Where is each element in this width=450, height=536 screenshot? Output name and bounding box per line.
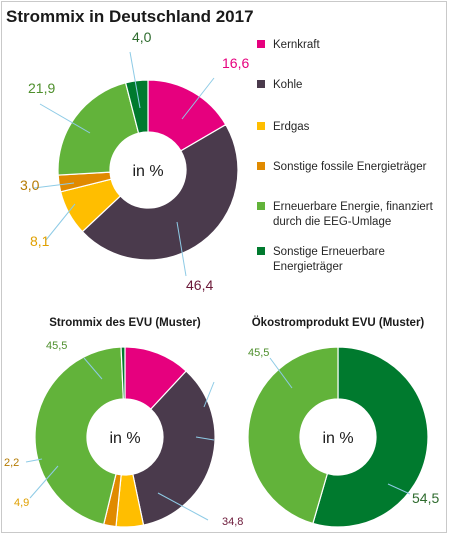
- donut-chart-1: 16,6 46,4 8,1 3,0 21,9 4,0 in %: [20, 29, 249, 293]
- data-label: 45,5: [46, 340, 67, 352]
- leader-line: [195, 436, 215, 441]
- donut-chart-3: 54,5 45,5 in %: [247, 346, 439, 528]
- leader-line: [45, 203, 76, 241]
- leader-line: [29, 465, 59, 499]
- legend-swatch: [257, 122, 265, 130]
- data-label: 2,2: [4, 457, 19, 469]
- donut-chart-2: 34,8 4,9 2,2 45,5 in %: [4, 340, 243, 528]
- leader-line: [33, 182, 75, 189]
- legend-label: Sonstige fossile Energieträger: [273, 161, 427, 173]
- slice-erneuerbare-energie-finanziert-durch-die-eeg-umlage: [247, 346, 339, 525]
- data-label: 16,6: [222, 55, 249, 71]
- data-label: 46,4: [186, 277, 213, 293]
- center-label: in %: [132, 163, 163, 180]
- leader-line: [39, 103, 91, 134]
- legend-swatch: [257, 40, 265, 48]
- leader-line: [181, 77, 215, 120]
- slice-kohle: [132, 370, 216, 526]
- slice-sonstige-erneuerbare-energieträger: [312, 346, 429, 528]
- data-label: 8,1: [30, 233, 50, 249]
- chart-title: Strommix in Deutschland 2017: [6, 7, 254, 26]
- legend-label: Erdgas: [273, 121, 310, 133]
- slice-kohle: [81, 123, 239, 261]
- legend-label: Kohle: [273, 79, 302, 91]
- center-label: in %: [109, 430, 140, 447]
- legend-swatch: [257, 80, 265, 88]
- legend: Kernkraft Kohle Erdgas Sonstige fossile Ene…: [257, 39, 434, 273]
- data-label: 54,5: [412, 490, 439, 506]
- data-label: 4,0: [132, 29, 152, 45]
- slice-erneuerbare-energie-finanziert-durch-die-eeg-umlage: [34, 346, 124, 526]
- data-label: 3,0: [20, 177, 40, 193]
- legend-label: durch die EEG-Umlage: [273, 216, 391, 228]
- leader-line: [157, 492, 209, 521]
- leader-line: [83, 357, 103, 380]
- legend-label: Energieträger: [273, 261, 343, 273]
- leader-line: [387, 483, 411, 495]
- legend-swatch: [257, 202, 265, 210]
- leader-line: [269, 357, 293, 389]
- legend-swatch: [257, 162, 265, 170]
- data-label: 45,5: [248, 347, 269, 359]
- data-label: 21,9: [28, 80, 55, 96]
- legend-swatch: [257, 247, 265, 255]
- center-label: in %: [322, 430, 353, 447]
- legend-label: Kernkraft: [273, 39, 320, 51]
- legend-label: Erneuerbare Energie, finanziert: [273, 201, 434, 213]
- legend-label: Sonstige Erneuerbare: [273, 246, 385, 258]
- leader-line: [203, 381, 215, 408]
- leader-line: [25, 458, 43, 463]
- oekostrom-chart-title: Ökostromprodukt EVU (Muster): [252, 316, 425, 329]
- slice-sonstige-erneuerbare-energieträger: [120, 346, 126, 400]
- leader-line: [129, 51, 141, 109]
- data-label: 4,9: [14, 497, 29, 509]
- evu-chart-title: Strommix des EVU (Muster): [49, 317, 201, 329]
- data-label: 34,8: [222, 516, 243, 528]
- leader-line: [176, 221, 187, 277]
- slice-erneuerbare-energie-finanziert-durch-die-eeg-umlage: [57, 82, 140, 176]
- slice-sonstige-erneuerbare-energieträger: [124, 79, 149, 134]
- donut-charts: 16,6 46,4 8,1 3,0 21,9 4,0 in % 34,8 4,9 2,2 45,5 i…: [4, 29, 439, 528]
